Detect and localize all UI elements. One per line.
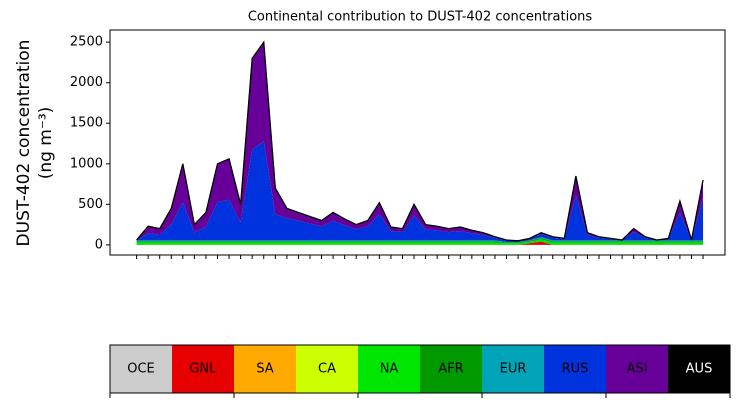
area bbox=[136, 237, 704, 244]
y-axis-label: DUST-402 concentration bbox=[14, 40, 34, 247]
legend-label: ASI bbox=[627, 362, 648, 377]
legend-label: AFR bbox=[438, 362, 463, 377]
legend-label: GNL bbox=[189, 362, 217, 377]
legend-swatch bbox=[110, 345, 172, 393]
legend-label: CA bbox=[318, 362, 336, 377]
y-tick-label: 2500 bbox=[70, 35, 103, 50]
y-axis-label: (ng m⁻³) bbox=[36, 107, 56, 180]
legend-label: NA bbox=[380, 362, 399, 377]
legend-label: OCE bbox=[127, 362, 155, 377]
legend-label: SA bbox=[256, 362, 273, 377]
area bbox=[136, 237, 704, 243]
legend-swatch bbox=[482, 345, 544, 393]
legend-swatch bbox=[358, 345, 420, 393]
y-tick-label: 1000 bbox=[70, 156, 103, 171]
y-tick-label: 1500 bbox=[70, 116, 103, 131]
plot-frame bbox=[109, 29, 726, 256]
legend-label: EUR bbox=[500, 362, 527, 377]
legend-swatch bbox=[234, 345, 296, 393]
y-tick-label: 0 bbox=[95, 237, 103, 252]
legend-swatch bbox=[668, 345, 730, 393]
chart-title: Continental contribution to DUST-402 con… bbox=[248, 10, 593, 25]
legend-swatch bbox=[606, 345, 668, 393]
area bbox=[136, 239, 704, 245]
legend-label: AUS bbox=[686, 362, 713, 377]
legend-swatch bbox=[172, 345, 234, 393]
area bbox=[136, 141, 704, 243]
legend-frame bbox=[109, 344, 731, 394]
legend-swatch bbox=[544, 345, 606, 393]
y-tick-label: 500 bbox=[78, 197, 103, 212]
legend-label: RUS bbox=[562, 362, 589, 377]
y-tick-label: 2000 bbox=[70, 75, 103, 90]
total-outline bbox=[136, 40, 704, 242]
legend-swatch bbox=[296, 345, 358, 393]
legend-swatch bbox=[420, 345, 482, 393]
